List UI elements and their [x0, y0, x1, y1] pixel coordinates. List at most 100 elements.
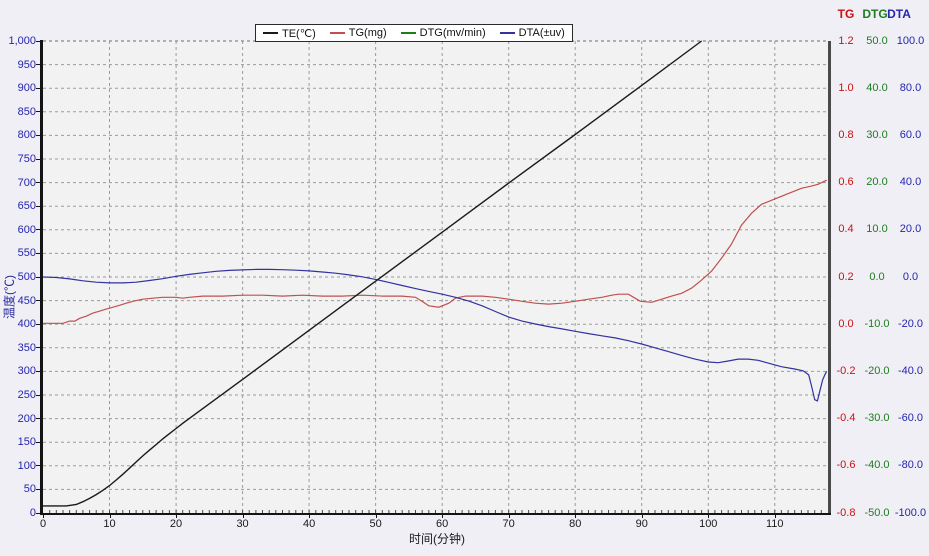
x-axis-tick-label: 90	[635, 518, 648, 530]
dta-axis-tick-label: -80.0	[897, 459, 924, 472]
dtg-axis-tick-label: 0.0	[869, 270, 885, 283]
legend-item-label: TG(mg)	[348, 27, 387, 39]
y-axis-tick-mark	[36, 370, 40, 372]
dtg-axis-tick-label: -10.0	[864, 317, 890, 330]
x-axis-tick-label: 0	[39, 518, 47, 530]
y-axis-tick-mark	[36, 134, 40, 136]
tg-axis-tick-label: 0.6	[838, 176, 854, 189]
y-axis-tick-mark	[36, 512, 40, 514]
dta-axis-tick-label: -40.0	[897, 364, 924, 377]
dta-axis-tick-label: 100.0	[896, 34, 925, 47]
y-axis-tick-mark	[36, 394, 40, 396]
y-axis-tick-label: 200	[17, 412, 36, 425]
dta-axis-tick-label: 20.0	[899, 223, 922, 236]
dta-axis-tick-label: -100.0	[894, 506, 927, 519]
dta-axis-tick-label: -20.0	[897, 317, 924, 330]
tg-axis-tick-label: 0.2	[838, 270, 854, 283]
y-axis-tick-label: 800	[17, 129, 36, 142]
dta-axis-tick-label: 60.0	[899, 128, 922, 141]
x-axis-tick-label: 100	[699, 518, 718, 530]
plot-area	[42, 40, 828, 513]
x-axis-tick-label: 60	[436, 518, 449, 530]
y-axis-title: 温度(℃)	[2, 275, 17, 319]
y-axis-tick-label: 650	[17, 200, 36, 213]
dta-axis-tick-label: 0.0	[902, 270, 919, 283]
y-axis-tick-mark	[36, 323, 40, 325]
x-axis-tick-label: 50	[369, 518, 382, 530]
x-axis-tick-mark	[375, 515, 377, 518]
legend-line-swatch	[263, 32, 278, 34]
y-axis-tick-label: 500	[17, 271, 36, 283]
x-axis-tick-label: 80	[569, 518, 582, 530]
y-axis-tick-label: 400	[17, 318, 36, 331]
x-axis-tick-mark	[575, 515, 577, 518]
x-axis-title: 时间(分钟)	[409, 532, 465, 546]
dtg-axis-tick-label: -40.0	[864, 459, 890, 472]
legend-item: TG(mg)	[329, 27, 387, 39]
y-axis-tick-label: 150	[17, 436, 36, 449]
x-axis-tick-label: 70	[502, 518, 515, 530]
series-DTA	[42, 268, 828, 402]
x-axis-line	[40, 513, 831, 515]
legend-item-label: TE(℃)	[282, 27, 316, 40]
dta-axis-tick-label: 40.0	[899, 176, 922, 189]
y-axis-tick-label: 700	[17, 176, 36, 189]
legend-line-swatch	[400, 32, 416, 34]
x-axis-tick-mark	[176, 515, 178, 518]
y-axis-tick-label: 950	[17, 58, 36, 71]
y-axis-tick-mark	[36, 441, 40, 443]
legend: TE(℃) TG(mg) DTG(mv/min) DTA(±uv)	[255, 24, 573, 42]
series-TG	[43, 179, 827, 324]
legend-item: DTG(mv/min)	[400, 27, 486, 39]
dtg-axis-tick-label: -50.0	[864, 506, 890, 519]
tg-axis-tick-label: 1.2	[838, 34, 854, 47]
x-axis-tick-mark	[442, 515, 444, 518]
y-axis-tick-label: 600	[17, 223, 36, 236]
dtg-axis-tick-label: 30.0	[866, 128, 888, 141]
y-axis-tick-mark	[36, 347, 40, 349]
tg-axis-tick-label: -0.4	[836, 412, 856, 425]
y-axis-tick-label: 900	[17, 82, 36, 95]
dtg-axis-tick-label: -30.0	[864, 412, 890, 425]
y-axis-tick-label: 1,000	[8, 35, 36, 47]
dtg-axis-tick-label: -20.0	[864, 364, 890, 377]
x-axis-tick-mark	[309, 515, 311, 518]
legend-item: DTA(±uv)	[499, 27, 565, 39]
tg-axis-tick-label: 0.0	[838, 317, 854, 330]
legend-item: TE(℃)	[263, 27, 316, 40]
plot-canvas	[42, 40, 828, 513]
y-axis-tick-mark	[36, 229, 40, 231]
y-axis-tick-mark	[36, 300, 40, 302]
dta-axis-tick-label: 80.0	[899, 81, 922, 94]
y-axis-tick-label: 250	[17, 389, 36, 401]
dtg-axis-tick-label: 10.0	[866, 223, 888, 236]
x-axis-tick-mark	[774, 515, 776, 518]
tg-axis-tick-label: 0.4	[838, 223, 854, 236]
y-axis-tick-mark	[36, 418, 40, 420]
y-axis-tick-mark	[36, 276, 40, 278]
x-axis-tick-label: 110	[765, 518, 784, 530]
legend-line-swatch	[499, 32, 515, 34]
tg-axis-tick-label: -0.2	[836, 364, 856, 377]
tg-axis-tick-label: 1.0	[838, 81, 854, 94]
y-axis-tick-mark	[36, 465, 40, 467]
x-axis-tick-mark	[508, 515, 510, 518]
tg-axis-tick-label: -0.8	[836, 506, 856, 519]
y-axis-tick-mark	[36, 64, 40, 66]
y-axis-tick-mark	[36, 158, 40, 160]
x-axis-tick-mark	[242, 515, 244, 518]
tg-axis-tick-label: 0.8	[838, 128, 854, 141]
y-axis-tick-label: 550	[17, 247, 36, 260]
dtg-axis-tick-label: 40.0	[866, 81, 888, 94]
y-axis-tick-label: 350	[17, 341, 36, 354]
y-axis-tick-label: 100	[17, 459, 36, 472]
y-axis-tick-mark	[36, 40, 40, 42]
x-axis-tick-label: 10	[103, 518, 116, 530]
dtg-axis-tick-label: 50.0	[866, 34, 888, 47]
x-axis-tick-mark	[641, 515, 643, 518]
y-axis-tick-mark	[36, 205, 40, 207]
right-axis-line	[828, 41, 831, 513]
y-axis-tick-label: 300	[17, 365, 36, 378]
legend-item-label: DTG(mv/min)	[419, 27, 486, 39]
